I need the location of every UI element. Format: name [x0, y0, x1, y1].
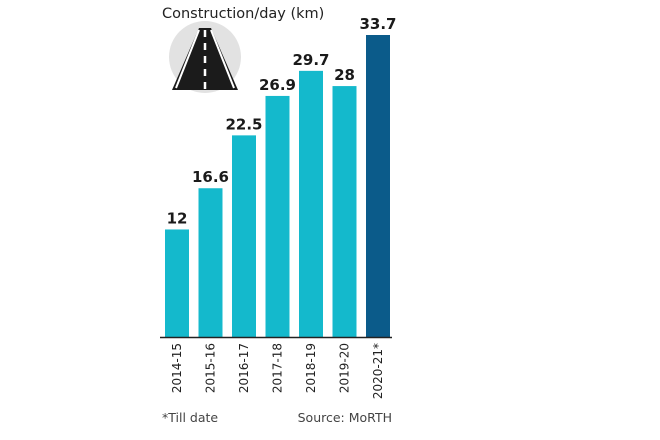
bar-2020-21*	[366, 35, 390, 337]
value-label-2018-19: 29.7	[292, 51, 329, 69]
value-label-2020-21*: 33.7	[359, 15, 396, 33]
bar-2014-15	[165, 229, 189, 337]
bar-2018-19	[299, 70, 323, 337]
road-icon	[169, 21, 241, 93]
chart-title: Construction/day (km)	[162, 6, 324, 22]
source-note: Source: MoRTH	[298, 410, 392, 425]
footnote: *Till date	[162, 410, 218, 425]
value-label-2014-15: 12	[167, 209, 188, 227]
tick-label-2020-21*: 2020-21*	[371, 343, 385, 399]
value-labels: 12 16.6 22.5 26.9 29.7 28 33.7	[167, 15, 397, 227]
bar-2019-20	[332, 86, 357, 338]
value-label-2016-17: 22.5	[225, 115, 262, 133]
value-label-2019-20: 28	[334, 66, 355, 84]
tick-label-2015-16: 2015-16	[204, 343, 218, 393]
tick-label-2014-15: 2014-15	[170, 343, 184, 393]
tick-label-2019-20: 2019-20	[338, 343, 352, 393]
bar-2015-16	[198, 188, 223, 337]
tick-label-2018-19: 2018-19	[304, 343, 318, 393]
bar-2016-17	[232, 135, 256, 337]
bars	[165, 35, 390, 338]
tick-label-2016-17: 2016-17	[237, 343, 251, 393]
value-label-2017-18: 26.9	[259, 76, 296, 94]
x-tick-labels: 2014-15 2015-16 2016-17 2017-18 2018-19 2019-…	[170, 343, 385, 399]
tick-label-2017-18: 2017-18	[271, 343, 285, 393]
value-label-2015-16: 16.6	[192, 168, 229, 186]
bar-2017-18	[265, 95, 290, 337]
